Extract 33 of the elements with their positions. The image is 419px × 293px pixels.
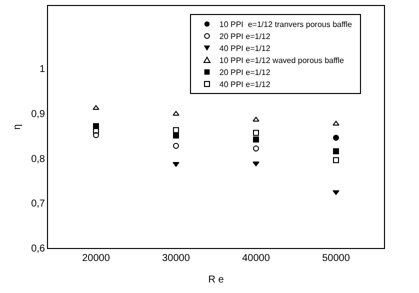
y-tick-label: 0,7 bbox=[31, 198, 46, 210]
point bbox=[332, 120, 340, 126]
x-tick-label: 20000 bbox=[82, 253, 110, 264]
x-axis-title: R e bbox=[208, 274, 224, 286]
legend-label: 20 PPI e=1/12 bbox=[219, 32, 270, 40]
point bbox=[333, 157, 339, 164]
legend-label: 40 PPI e=1/12 bbox=[219, 80, 270, 88]
point bbox=[172, 111, 180, 116]
point bbox=[332, 190, 340, 195]
point bbox=[172, 162, 180, 167]
point bbox=[93, 132, 99, 138]
y-axis-title: η bbox=[12, 124, 24, 130]
point bbox=[252, 116, 260, 122]
legend-label: 20 PPI e=1/12 bbox=[219, 68, 270, 76]
legend-label: 10 PPI e=1/12 tranvers porous baffle bbox=[219, 20, 352, 28]
x-tick-label: 50000 bbox=[322, 253, 350, 264]
point bbox=[92, 105, 100, 110]
legend-label: 10 PPI e=1/12 waved porous baffle bbox=[219, 56, 344, 64]
x-tick-label: 30000 bbox=[162, 253, 190, 264]
legend-label: 40 PPI e=1/12 bbox=[219, 44, 270, 52]
point bbox=[253, 130, 259, 136]
y-tick-label: 0,9 bbox=[31, 109, 46, 120]
x-tick-label: 40000 bbox=[242, 253, 270, 264]
point bbox=[173, 132, 179, 139]
point bbox=[253, 146, 259, 152]
point bbox=[333, 134, 339, 141]
y-tick-label: 1 bbox=[39, 64, 46, 76]
point bbox=[253, 136, 259, 143]
point bbox=[333, 148, 339, 154]
point bbox=[173, 142, 179, 149]
y-tick-label: 0,8 bbox=[31, 154, 46, 165]
point bbox=[252, 162, 260, 166]
y-tick-label: 0,6 bbox=[31, 244, 46, 254]
